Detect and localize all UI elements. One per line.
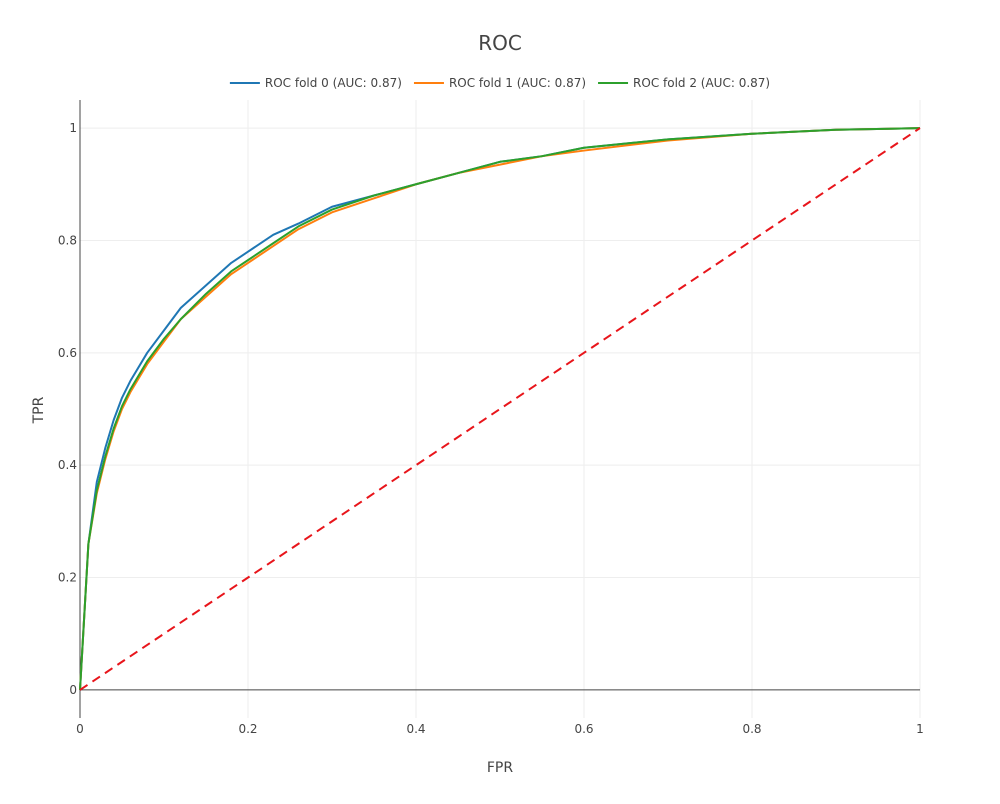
chart-title: ROC <box>478 31 522 55</box>
roc-curve-fold-2[interactable] <box>79 127 921 690</box>
x-tick-label: 0.2 <box>238 722 257 736</box>
legend-label: ROC fold 2 (AUC: 0.87) <box>633 76 770 90</box>
x-axis-title: FPR <box>487 760 513 776</box>
tick-labels: 0 0.2 0.4 0.6 0.8 1 0 0.2 0.4 0.6 0.8 1 <box>58 121 924 736</box>
legend[interactable]: ROC fold 0 (AUC: 0.87) ROC fold 1 (AUC: 0… <box>229 76 770 90</box>
legend-label: ROC fold 0 (AUC: 0.87) <box>265 76 402 90</box>
axes <box>79 100 920 718</box>
y-tick-label: 0.6 <box>58 346 77 360</box>
x-tick-label: 1 <box>916 722 924 736</box>
x-tick-label: 0.8 <box>742 722 761 736</box>
legend-item[interactable]: ROC fold 2 (AUC: 0.87) <box>598 76 770 90</box>
legend-item[interactable]: ROC fold 0 (AUC: 0.87) <box>229 76 402 90</box>
y-tick-label: 0.4 <box>58 458 77 472</box>
legend-item[interactable]: ROC fold 1 (AUC: 0.87) <box>413 76 586 90</box>
x-tick-label: 0 <box>76 722 84 736</box>
y-axis-title: TPR <box>31 396 47 424</box>
x-tick-label: 0.6 <box>574 722 593 736</box>
y-tick-label: 0.8 <box>58 233 77 247</box>
diagonal-reference-line[interactable] <box>79 127 921 691</box>
y-tick-label: 1 <box>69 121 77 135</box>
x-tick-label: 0.4 <box>406 722 425 736</box>
series-lines <box>79 127 921 691</box>
y-tick-label: 0.2 <box>58 571 77 585</box>
y-tick-label: 0 <box>69 683 77 697</box>
grid-lines <box>80 100 921 718</box>
legend-label: ROC fold 1 (AUC: 0.87) <box>449 76 586 90</box>
